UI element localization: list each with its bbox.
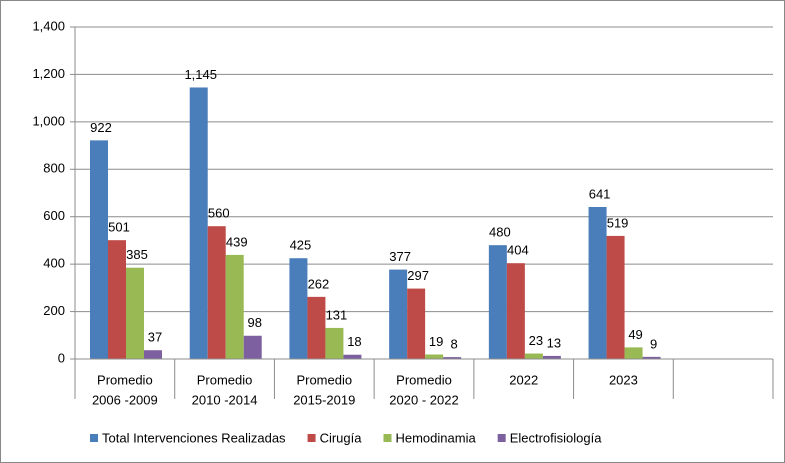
data-label: 385 [126, 247, 148, 262]
x-tick-label: 2006 -2009 [92, 392, 158, 407]
y-tick-label: 200 [43, 303, 65, 318]
bar [207, 226, 226, 359]
bar [425, 354, 444, 359]
bar [389, 269, 408, 359]
bar [325, 327, 344, 359]
bar [225, 254, 244, 359]
x-tick-label: Promedio [296, 372, 352, 387]
bar [542, 355, 561, 359]
x-tick-label: 2010 -2014 [192, 392, 258, 407]
y-tick-label: 0 [58, 350, 65, 365]
data-label: 49 [628, 327, 642, 342]
data-label: 560 [208, 206, 230, 221]
bar [243, 335, 262, 359]
data-label: 501 [108, 220, 130, 235]
x-tick-label: Promedio [97, 372, 153, 387]
data-label: 1,145 [184, 67, 217, 82]
data-label: 19 [429, 334, 443, 349]
y-tick-label: 600 [43, 208, 65, 223]
bar [624, 347, 643, 359]
data-label: 23 [529, 333, 543, 348]
bar [588, 206, 607, 359]
y-tick-label: 1,000 [32, 113, 65, 128]
data-label: 404 [507, 243, 529, 258]
y-tick-label: 400 [43, 256, 65, 271]
data-label: 641 [589, 186, 611, 201]
bar [488, 245, 507, 359]
legend-swatch [497, 434, 506, 442]
bar [343, 354, 362, 359]
data-label: 131 [326, 307, 348, 322]
y-tick-label: 1,400 [32, 18, 65, 33]
data-label: 297 [407, 268, 429, 283]
legend: Total Intervenciones Realizadas Cirugía He… [90, 430, 602, 445]
data-label: 98 [247, 315, 261, 330]
data-label: 425 [290, 238, 312, 253]
legend-label: Cirugía [320, 430, 363, 445]
data-label: 439 [226, 234, 248, 249]
x-tick-label: 2015-2019 [293, 392, 355, 407]
data-label: 922 [90, 120, 112, 135]
data-label: 480 [489, 225, 511, 240]
data-label: 9 [650, 336, 657, 351]
y-tick-label: 800 [43, 161, 65, 176]
bar [189, 87, 208, 359]
bar [289, 258, 308, 359]
y-tick-label: 1,200 [32, 66, 65, 81]
data-label: 262 [308, 276, 330, 291]
legend-swatch [90, 434, 98, 442]
x-tick-label: 2022 [509, 372, 538, 387]
bar [144, 350, 162, 359]
data-label: 377 [389, 249, 411, 264]
data-label: 8 [451, 337, 458, 352]
x-tick-label: 2020 - 2022 [389, 392, 458, 407]
legend-swatch [383, 434, 392, 442]
legend-label: Hemodinamia [395, 430, 476, 445]
x-tick-label: 2023 [609, 372, 638, 387]
data-label: 519 [607, 215, 629, 230]
bar [90, 140, 108, 359]
legend-swatch [307, 434, 316, 442]
x-tick-label: Promedio [197, 372, 253, 387]
bar [606, 235, 625, 359]
data-label: 37 [148, 330, 162, 345]
bar [443, 357, 462, 359]
bar [506, 263, 525, 359]
bar [307, 296, 326, 359]
data-label: 13 [547, 335, 561, 350]
data-label: 18 [347, 334, 361, 349]
bar [407, 288, 426, 359]
bar [108, 240, 126, 359]
bar [642, 356, 661, 359]
x-tick-label: Promedio [396, 372, 452, 387]
legend-label: Total Intervenciones Realizadas [102, 430, 286, 445]
bar [524, 353, 543, 359]
bar [126, 267, 144, 359]
legend-label: Electrofisiología [510, 430, 603, 445]
